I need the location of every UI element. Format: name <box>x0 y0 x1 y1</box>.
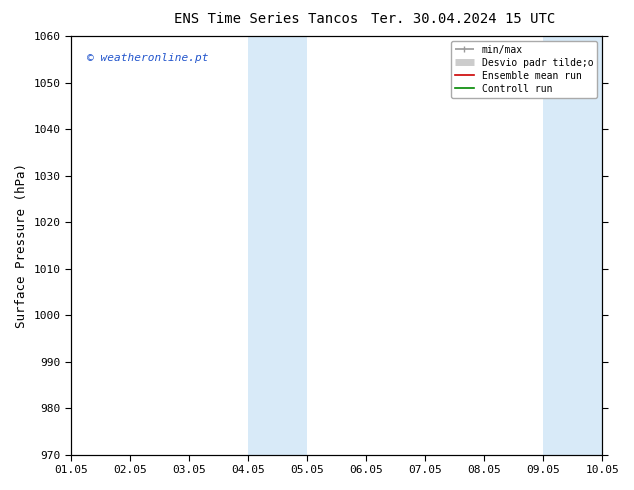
Text: Ter. 30.04.2024 15 UTC: Ter. 30.04.2024 15 UTC <box>371 12 555 26</box>
Text: ENS Time Series Tancos: ENS Time Series Tancos <box>174 12 358 26</box>
Bar <box>248 36 307 455</box>
Bar <box>543 36 602 455</box>
Legend: min/max, Desvio padr tilde;o, Ensemble mean run, Controll run: min/max, Desvio padr tilde;o, Ensemble m… <box>451 41 597 98</box>
Text: © weatheronline.pt: © weatheronline.pt <box>87 53 209 63</box>
Y-axis label: Surface Pressure (hPa): Surface Pressure (hPa) <box>15 163 28 328</box>
